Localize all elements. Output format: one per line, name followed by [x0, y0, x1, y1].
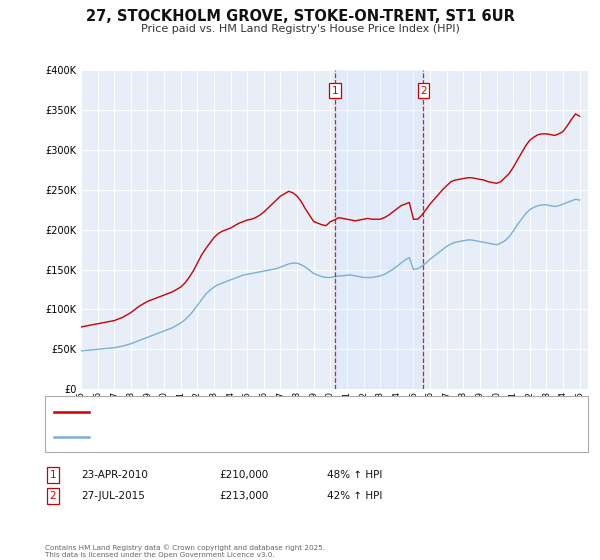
Text: 48% ↑ HPI: 48% ↑ HPI: [327, 470, 382, 480]
Text: £210,000: £210,000: [219, 470, 268, 480]
Text: £213,000: £213,000: [219, 491, 268, 501]
Text: HPI: Average price, detached house, Stoke-on-Trent: HPI: Average price, detached house, Stok…: [92, 432, 336, 441]
Text: Price paid vs. HM Land Registry's House Price Index (HPI): Price paid vs. HM Land Registry's House …: [140, 24, 460, 34]
Text: 42% ↑ HPI: 42% ↑ HPI: [327, 491, 382, 501]
Text: 23-APR-2010: 23-APR-2010: [81, 470, 148, 480]
Text: 2: 2: [420, 86, 427, 96]
Text: 27-JUL-2015: 27-JUL-2015: [81, 491, 145, 501]
Bar: [335, 70, 424, 389]
Text: 27, STOCKHOLM GROVE, STOKE-ON-TRENT, ST1 6UR (detached house): 27, STOCKHOLM GROVE, STOKE-ON-TRENT, ST1…: [92, 408, 428, 417]
Text: 27, STOCKHOLM GROVE, STOKE-ON-TRENT, ST1 6UR: 27, STOCKHOLM GROVE, STOKE-ON-TRENT, ST1…: [86, 9, 514, 24]
Text: Contains HM Land Registry data © Crown copyright and database right 2025.
This d: Contains HM Land Registry data © Crown c…: [45, 545, 325, 558]
Text: 2: 2: [49, 491, 56, 501]
Text: 1: 1: [49, 470, 56, 480]
Text: 1: 1: [332, 86, 338, 96]
